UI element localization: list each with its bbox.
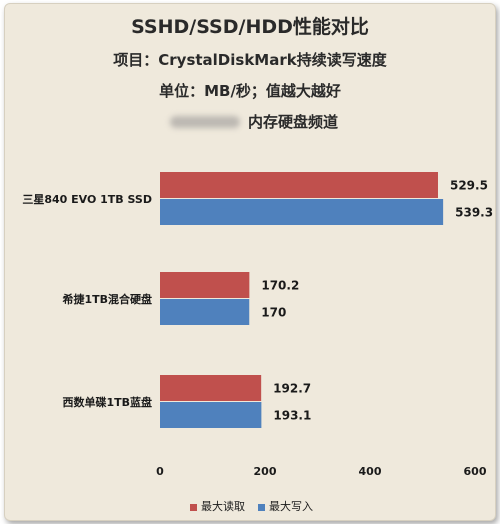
data-label: 170 bbox=[261, 306, 286, 320]
bar-write bbox=[160, 299, 250, 325]
legend-label-write: 最大写入 bbox=[269, 500, 313, 513]
category-label: 西数单碟1TB蓝盘 bbox=[62, 395, 152, 409]
data-label: 529.5 bbox=[450, 179, 488, 193]
data-label: 192.7 bbox=[273, 382, 311, 396]
x-tick-label: 600 bbox=[464, 465, 487, 478]
bar-read bbox=[160, 375, 262, 401]
legend-label-read: 最大读取 bbox=[201, 500, 245, 513]
x-tick-label: 200 bbox=[254, 465, 277, 478]
bar-write bbox=[160, 402, 262, 428]
x-tick-label: 0 bbox=[156, 465, 164, 478]
chart-title: SSHD/SSD/HDD性能对比 bbox=[131, 16, 369, 38]
chart-subtitle-project: 项目：CrystalDiskMark持续读写速度 bbox=[113, 51, 387, 69]
data-label: 539.3 bbox=[455, 206, 493, 220]
data-label: 193.1 bbox=[273, 409, 311, 423]
chart-subtitle-unit: 单位：MB/秒；值越大越好 bbox=[159, 82, 341, 100]
x-tick-label: 400 bbox=[359, 465, 382, 478]
blurred-logo bbox=[170, 116, 240, 128]
data-label: 170.2 bbox=[261, 279, 299, 293]
category-label: 三星840 EVO 1TB SSD bbox=[22, 193, 152, 206]
legend-swatch-read bbox=[190, 503, 197, 511]
legend-item-read: 最大读取 bbox=[190, 498, 245, 514]
chart-subtitle-channel: 内存硬盘频道 bbox=[248, 113, 339, 131]
bar-read bbox=[160, 172, 438, 198]
legend-item-write: 最大写入 bbox=[258, 498, 313, 514]
category-label: 希捷1TB混合硬盘 bbox=[61, 292, 152, 306]
bar-read bbox=[160, 272, 250, 298]
bar-write bbox=[160, 199, 444, 225]
chart-frame bbox=[4, 3, 496, 521]
legend-swatch-write bbox=[258, 503, 265, 511]
